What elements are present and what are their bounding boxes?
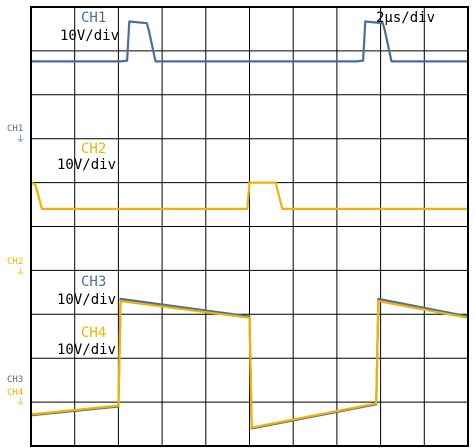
waveform-traces: [30, 20, 469, 430]
ch4-ground-symbol: ⏚: [16, 397, 25, 408]
trace-ch1: [31, 20, 468, 63]
ch1-scale: 10V/div: [60, 28, 119, 44]
trace-ch2: [30, 181, 468, 210]
ch4-label: CH4: [81, 325, 106, 341]
ch2-scale: 10V/div: [57, 157, 116, 173]
plot-frame: [30, 6, 469, 447]
graticule-grid: [31, 7, 468, 446]
ch1-label: CH1: [81, 10, 106, 26]
trace-ch4: [30, 300, 469, 429]
ch1-ground-symbol: ⏚: [16, 134, 25, 145]
ch4-ground-marker: CH4: [7, 388, 23, 398]
ch2-ground-symbol: ⏚: [16, 267, 25, 278]
ch3-ground-marker: CH3: [7, 375, 23, 385]
ch2-ground-marker: CH2: [7, 257, 23, 267]
ch4-scale: 10V/div: [57, 342, 116, 358]
ch3-label: CH3: [81, 274, 106, 290]
timebase-label: 2μs/div: [376, 10, 435, 26]
ch2-label: CH2: [81, 141, 106, 157]
ch1-ground-marker: CH1: [7, 124, 23, 134]
ch3-scale: 10V/div: [57, 292, 116, 308]
